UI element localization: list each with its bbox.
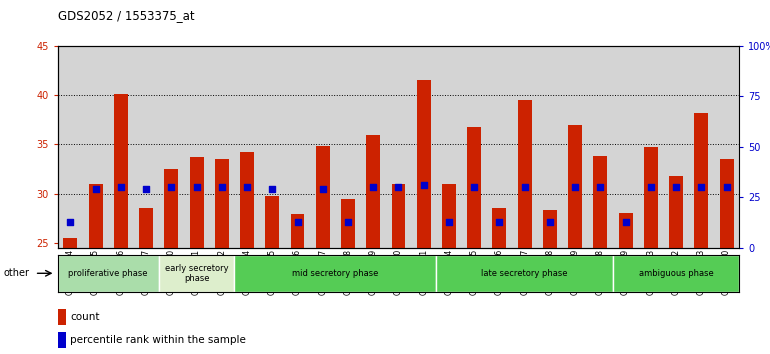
- Bar: [159, 255, 234, 292]
- Bar: [442, 184, 456, 248]
- Point: [619, 219, 631, 224]
- Point: [266, 187, 279, 192]
- Bar: [467, 127, 481, 248]
- Point: [494, 219, 506, 224]
- Point: [241, 184, 253, 190]
- Point: [594, 184, 607, 190]
- Bar: [139, 209, 153, 248]
- Text: proliferative phase: proliferative phase: [69, 269, 148, 278]
- Bar: [594, 156, 608, 248]
- Text: GDS2052 / 1553375_at: GDS2052 / 1553375_at: [58, 9, 194, 22]
- Point: [644, 184, 657, 190]
- Point: [316, 187, 329, 192]
- Bar: [189, 157, 203, 248]
- Bar: [695, 113, 708, 248]
- Bar: [367, 135, 380, 248]
- Point: [342, 219, 354, 224]
- Point: [367, 184, 380, 190]
- Point: [190, 184, 203, 190]
- Point: [140, 187, 152, 192]
- Bar: [58, 332, 66, 348]
- Bar: [543, 210, 557, 248]
- Text: late secretory phase: late secretory phase: [481, 269, 568, 278]
- Bar: [613, 255, 739, 292]
- Text: percentile rank within the sample: percentile rank within the sample: [70, 335, 246, 346]
- Point: [468, 184, 480, 190]
- Bar: [240, 152, 254, 248]
- Point: [291, 219, 303, 224]
- Point: [569, 184, 581, 190]
- Bar: [568, 125, 582, 248]
- Text: other: other: [4, 268, 30, 278]
- Bar: [58, 255, 159, 292]
- Bar: [417, 80, 430, 248]
- Text: ambiguous phase: ambiguous phase: [639, 269, 714, 278]
- Bar: [669, 176, 683, 248]
- Bar: [391, 184, 406, 248]
- Point: [518, 184, 531, 190]
- Bar: [618, 213, 633, 248]
- Point: [443, 219, 455, 224]
- Bar: [58, 309, 66, 325]
- Bar: [234, 255, 437, 292]
- Text: early secretory
phase: early secretory phase: [165, 264, 229, 283]
- Text: mid secretory phase: mid secretory phase: [292, 269, 379, 278]
- Bar: [720, 159, 734, 248]
- Text: count: count: [70, 312, 99, 322]
- Point: [115, 184, 127, 190]
- Point: [64, 219, 76, 224]
- Point: [165, 184, 177, 190]
- Point: [392, 184, 404, 190]
- Bar: [114, 94, 128, 248]
- Bar: [63, 238, 77, 248]
- Point: [721, 184, 733, 190]
- Point: [216, 184, 228, 190]
- Point: [89, 187, 102, 192]
- Bar: [164, 169, 179, 248]
- Bar: [493, 209, 507, 248]
- Bar: [437, 255, 613, 292]
- Point: [695, 184, 708, 190]
- Bar: [341, 199, 355, 248]
- Bar: [89, 184, 102, 248]
- Bar: [266, 196, 280, 248]
- Bar: [517, 100, 531, 248]
- Bar: [290, 214, 304, 248]
- Bar: [316, 147, 330, 248]
- Point: [670, 184, 682, 190]
- Bar: [215, 159, 229, 248]
- Point: [544, 219, 556, 224]
- Point: [417, 182, 430, 188]
- Bar: [644, 147, 658, 248]
